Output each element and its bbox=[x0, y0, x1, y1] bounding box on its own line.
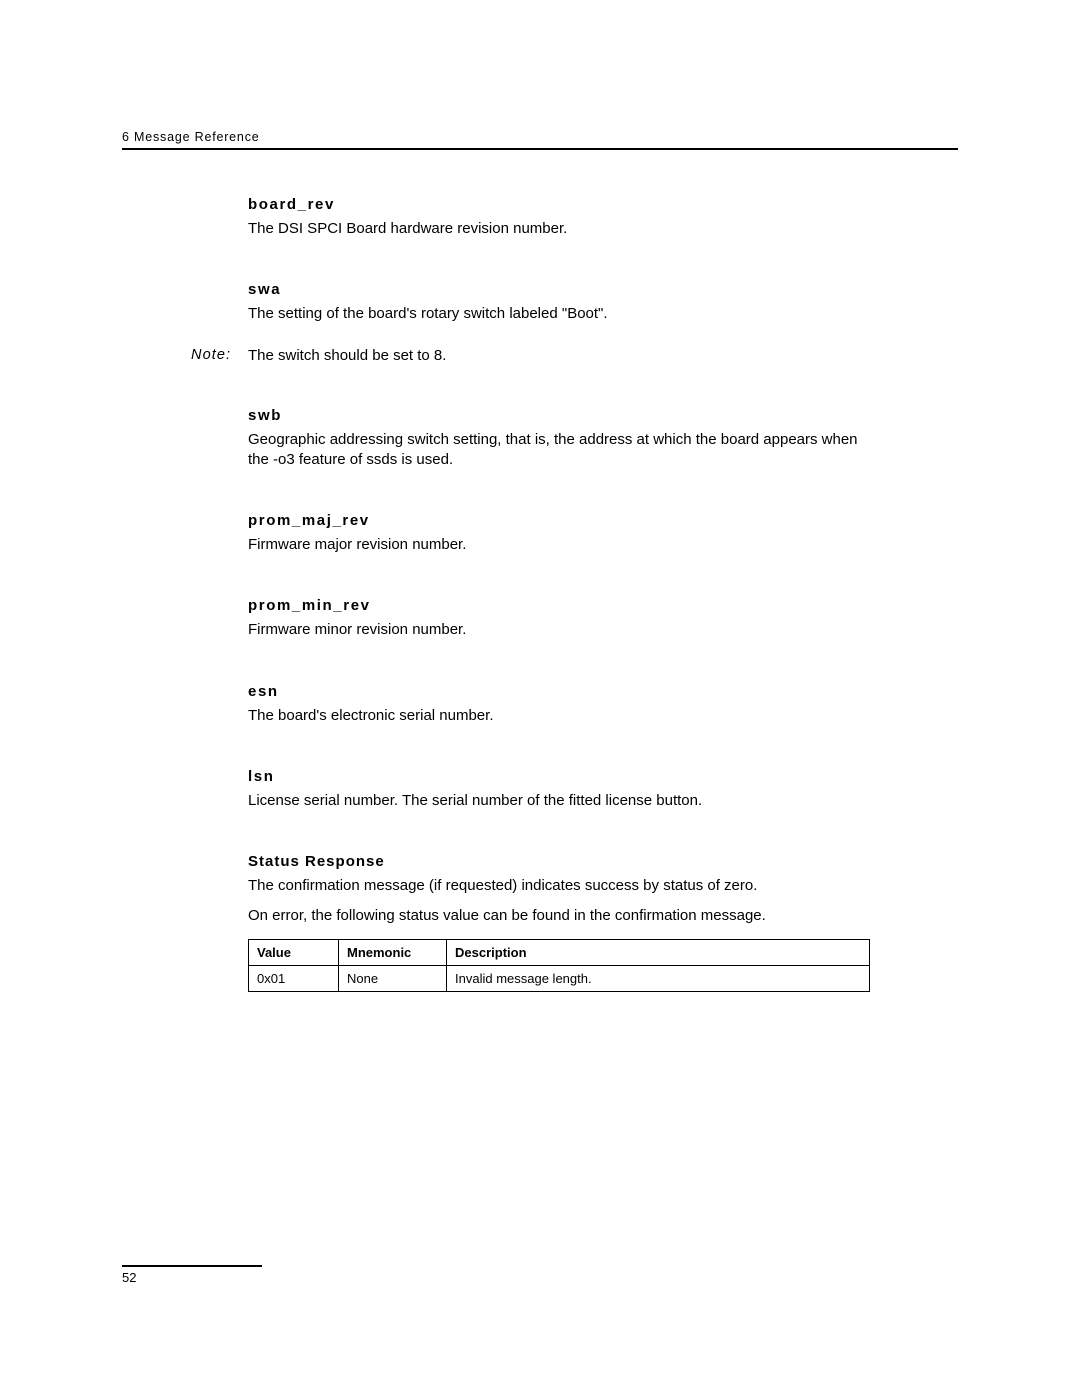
param-desc-prom-maj-rev: Firmware major revision number. bbox=[248, 535, 870, 555]
status-table: Value Mnemonic Description 0x01 None Inv… bbox=[248, 939, 870, 992]
page-number: 52 bbox=[122, 1270, 262, 1285]
param-desc-lsn: License serial number. The serial number… bbox=[248, 791, 870, 811]
th-mnemonic: Mnemonic bbox=[339, 939, 447, 965]
param-title-esn: esn bbox=[248, 683, 870, 700]
param-title-board-rev: board_rev bbox=[248, 196, 870, 213]
status-response-desc2: On error, the following status value can… bbox=[248, 906, 870, 926]
param-desc-swb: Geographic addressing switch setting, th… bbox=[248, 430, 870, 471]
th-description: Description bbox=[447, 939, 870, 965]
td-description: Invalid message length. bbox=[447, 965, 870, 991]
page-header: 6 Message Reference bbox=[122, 130, 958, 150]
param-title-swa: swa bbox=[248, 281, 870, 298]
th-value: Value bbox=[249, 939, 339, 965]
footer-rule bbox=[122, 1265, 262, 1267]
param-desc-prom-min-rev: Firmware minor revision number. bbox=[248, 620, 870, 640]
note-block: Note: The switch should be set to 8. bbox=[248, 347, 870, 365]
note-label: Note: bbox=[191, 347, 231, 363]
header-rule bbox=[122, 148, 958, 150]
param-title-prom-maj-rev: prom_maj_rev bbox=[248, 512, 870, 529]
param-desc-esn: The board's electronic serial number. bbox=[248, 706, 870, 726]
page: 6 Message Reference board_rev The DSI SP… bbox=[0, 0, 1080, 1397]
page-footer: 52 bbox=[122, 1265, 262, 1285]
param-desc-swa: The setting of the board's rotary switch… bbox=[248, 304, 870, 324]
td-value: 0x01 bbox=[249, 965, 339, 991]
chapter-label: 6 Message Reference bbox=[122, 130, 958, 144]
td-mnemonic: None bbox=[339, 965, 447, 991]
param-title-lsn: lsn bbox=[248, 768, 870, 785]
section-title-status-response: Status Response bbox=[248, 853, 870, 870]
status-response-desc1: The confirmation message (if requested) … bbox=[248, 876, 870, 896]
note-text: The switch should be set to 8. bbox=[248, 347, 446, 364]
param-title-prom-min-rev: prom_min_rev bbox=[248, 597, 870, 614]
param-title-swb: swb bbox=[248, 407, 870, 424]
table-row: 0x01 None Invalid message length. bbox=[249, 965, 870, 991]
param-desc-board-rev: The DSI SPCI Board hardware revision num… bbox=[248, 219, 870, 239]
content-area: board_rev The DSI SPCI Board hardware re… bbox=[248, 196, 870, 992]
table-header-row: Value Mnemonic Description bbox=[249, 939, 870, 965]
